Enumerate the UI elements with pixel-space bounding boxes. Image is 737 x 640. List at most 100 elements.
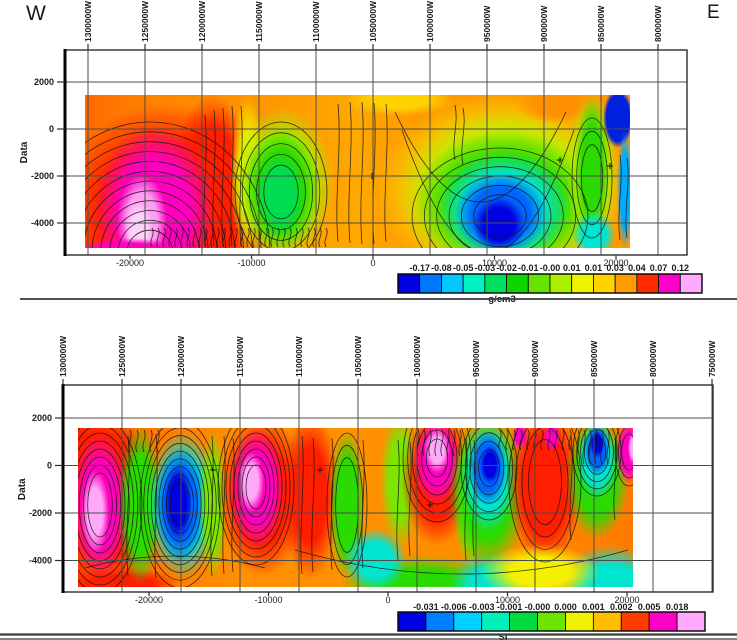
- colorbar-segment: [614, 273, 638, 294]
- colorbar-value-label: 0.12: [672, 263, 690, 273]
- y-tick-label: 0: [47, 461, 52, 471]
- suscept-anomaly-blob: [164, 465, 192, 541]
- suscept-colorbar: -0.031 -0.006 -0.003 -0.001 -0.000 0.000 0.001…: [397, 602, 706, 640]
- contour-line: [594, 429, 598, 465]
- contour-line: [169, 481, 191, 527]
- point-marker: [317, 467, 323, 473]
- suscept-anomaly-blob: [480, 544, 600, 587]
- contour-line: [210, 227, 214, 248]
- colorbar-value-label: 0.005: [638, 602, 661, 612]
- colorbar-value-label: -0.08: [431, 263, 452, 273]
- contour-line: [85, 160, 235, 248]
- contour-line: [625, 157, 629, 239]
- contour-line: [411, 147, 589, 248]
- colorbar-segment: [636, 273, 659, 294]
- contour-line: [270, 227, 274, 248]
- y-tick-label: 2000: [32, 413, 52, 423]
- colorbar-segment: [537, 611, 566, 632]
- contour-line: [580, 144, 604, 212]
- contour-line: [436, 166, 564, 248]
- contour-line: [85, 170, 227, 248]
- station-label: 950000W: [482, 5, 492, 42]
- colorbar-segment: [425, 611, 455, 632]
- contour-line: [154, 433, 158, 579]
- contour-line: [572, 428, 622, 497]
- contour-line: [402, 428, 472, 523]
- colorbar-value-label: 0.002: [610, 602, 633, 612]
- contour-line: [256, 153, 306, 230]
- contour-line: [326, 432, 368, 578]
- colorbar-value-label: 0.03: [606, 263, 624, 273]
- contour-line: [300, 227, 304, 248]
- contour-line: [428, 429, 432, 457]
- contour-line: [85, 180, 218, 248]
- contour-line: [192, 227, 196, 248]
- contour-line: [222, 227, 226, 248]
- contour-line: [156, 227, 160, 248]
- contour-line: [84, 555, 266, 569]
- contour-line: [561, 429, 565, 451]
- x-tick-label: 20000: [614, 595, 639, 605]
- point-marker: [427, 502, 433, 508]
- contour-line: [452, 429, 456, 457]
- x-tick-label: -10000: [237, 258, 265, 268]
- colorbar-value-label: -0.17: [409, 263, 430, 273]
- suscept-anomaly-blob: [238, 452, 264, 512]
- contour-line: [606, 429, 610, 465]
- contour-line: [360, 101, 364, 245]
- contour-line: [540, 429, 544, 451]
- contour-line: [571, 117, 613, 239]
- colorbar-value-label: -0.000: [525, 602, 551, 612]
- colorbar-value-label: -0.006: [441, 602, 467, 612]
- contour-line: [300, 435, 304, 575]
- contour-line: [478, 449, 500, 487]
- contour-line: [162, 227, 166, 248]
- point-marker: [607, 163, 613, 169]
- contour-line: [361, 439, 365, 569]
- colorbar-value-label: 0.018: [666, 602, 689, 612]
- contour-line: [582, 429, 586, 465]
- colorbar-value-label: -0.01: [518, 263, 539, 273]
- station-label: 1050000W: [353, 335, 363, 377]
- contour-line: [166, 474, 194, 534]
- contour-line: [135, 429, 139, 453]
- colorbar-segment: [462, 273, 486, 294]
- station-label: 850000W: [596, 5, 606, 42]
- contour-line: [143, 428, 217, 581]
- contour-line: [422, 429, 426, 457]
- contour-line: [91, 190, 209, 248]
- contour-line: [324, 227, 328, 248]
- station-label: 1300000W: [58, 335, 68, 377]
- contour-line: [78, 440, 130, 570]
- colorbar-segment: [484, 273, 507, 294]
- contour-line: [237, 448, 275, 526]
- suscept-unit-label: SI: [499, 632, 508, 640]
- x-tick-label: 0: [370, 258, 375, 268]
- contour-line: [384, 103, 388, 243]
- contour-line: [276, 227, 280, 248]
- contour-line: [234, 121, 328, 248]
- contour-line: [568, 429, 572, 451]
- contour-line: [580, 428, 614, 482]
- contour-line: [423, 156, 577, 248]
- colorbar-value-label: -0.03: [475, 263, 496, 273]
- contour-line: [228, 227, 232, 248]
- contour-line: [469, 432, 509, 504]
- contour-line: [505, 429, 509, 451]
- colorbar-segment: [592, 611, 622, 632]
- contour-line: [241, 132, 321, 248]
- contour-line: [252, 227, 256, 248]
- contour-line: [217, 428, 295, 566]
- suscept-anomaly-blob: [199, 430, 227, 580]
- colorbar-value-label: 0.001: [582, 602, 605, 612]
- contour-line: [231, 437, 235, 573]
- colorbar-segment: [397, 611, 427, 632]
- station-label: 1050000W: [368, 0, 378, 42]
- contour-line: [588, 429, 592, 465]
- colorbar-value-label: -0.02: [496, 263, 517, 273]
- contour-line: [150, 442, 210, 566]
- station-label: 1150000W: [235, 335, 245, 377]
- station-label: 1150000W: [254, 0, 264, 42]
- station-label: 800000W: [648, 340, 658, 377]
- contour-line: [554, 429, 558, 451]
